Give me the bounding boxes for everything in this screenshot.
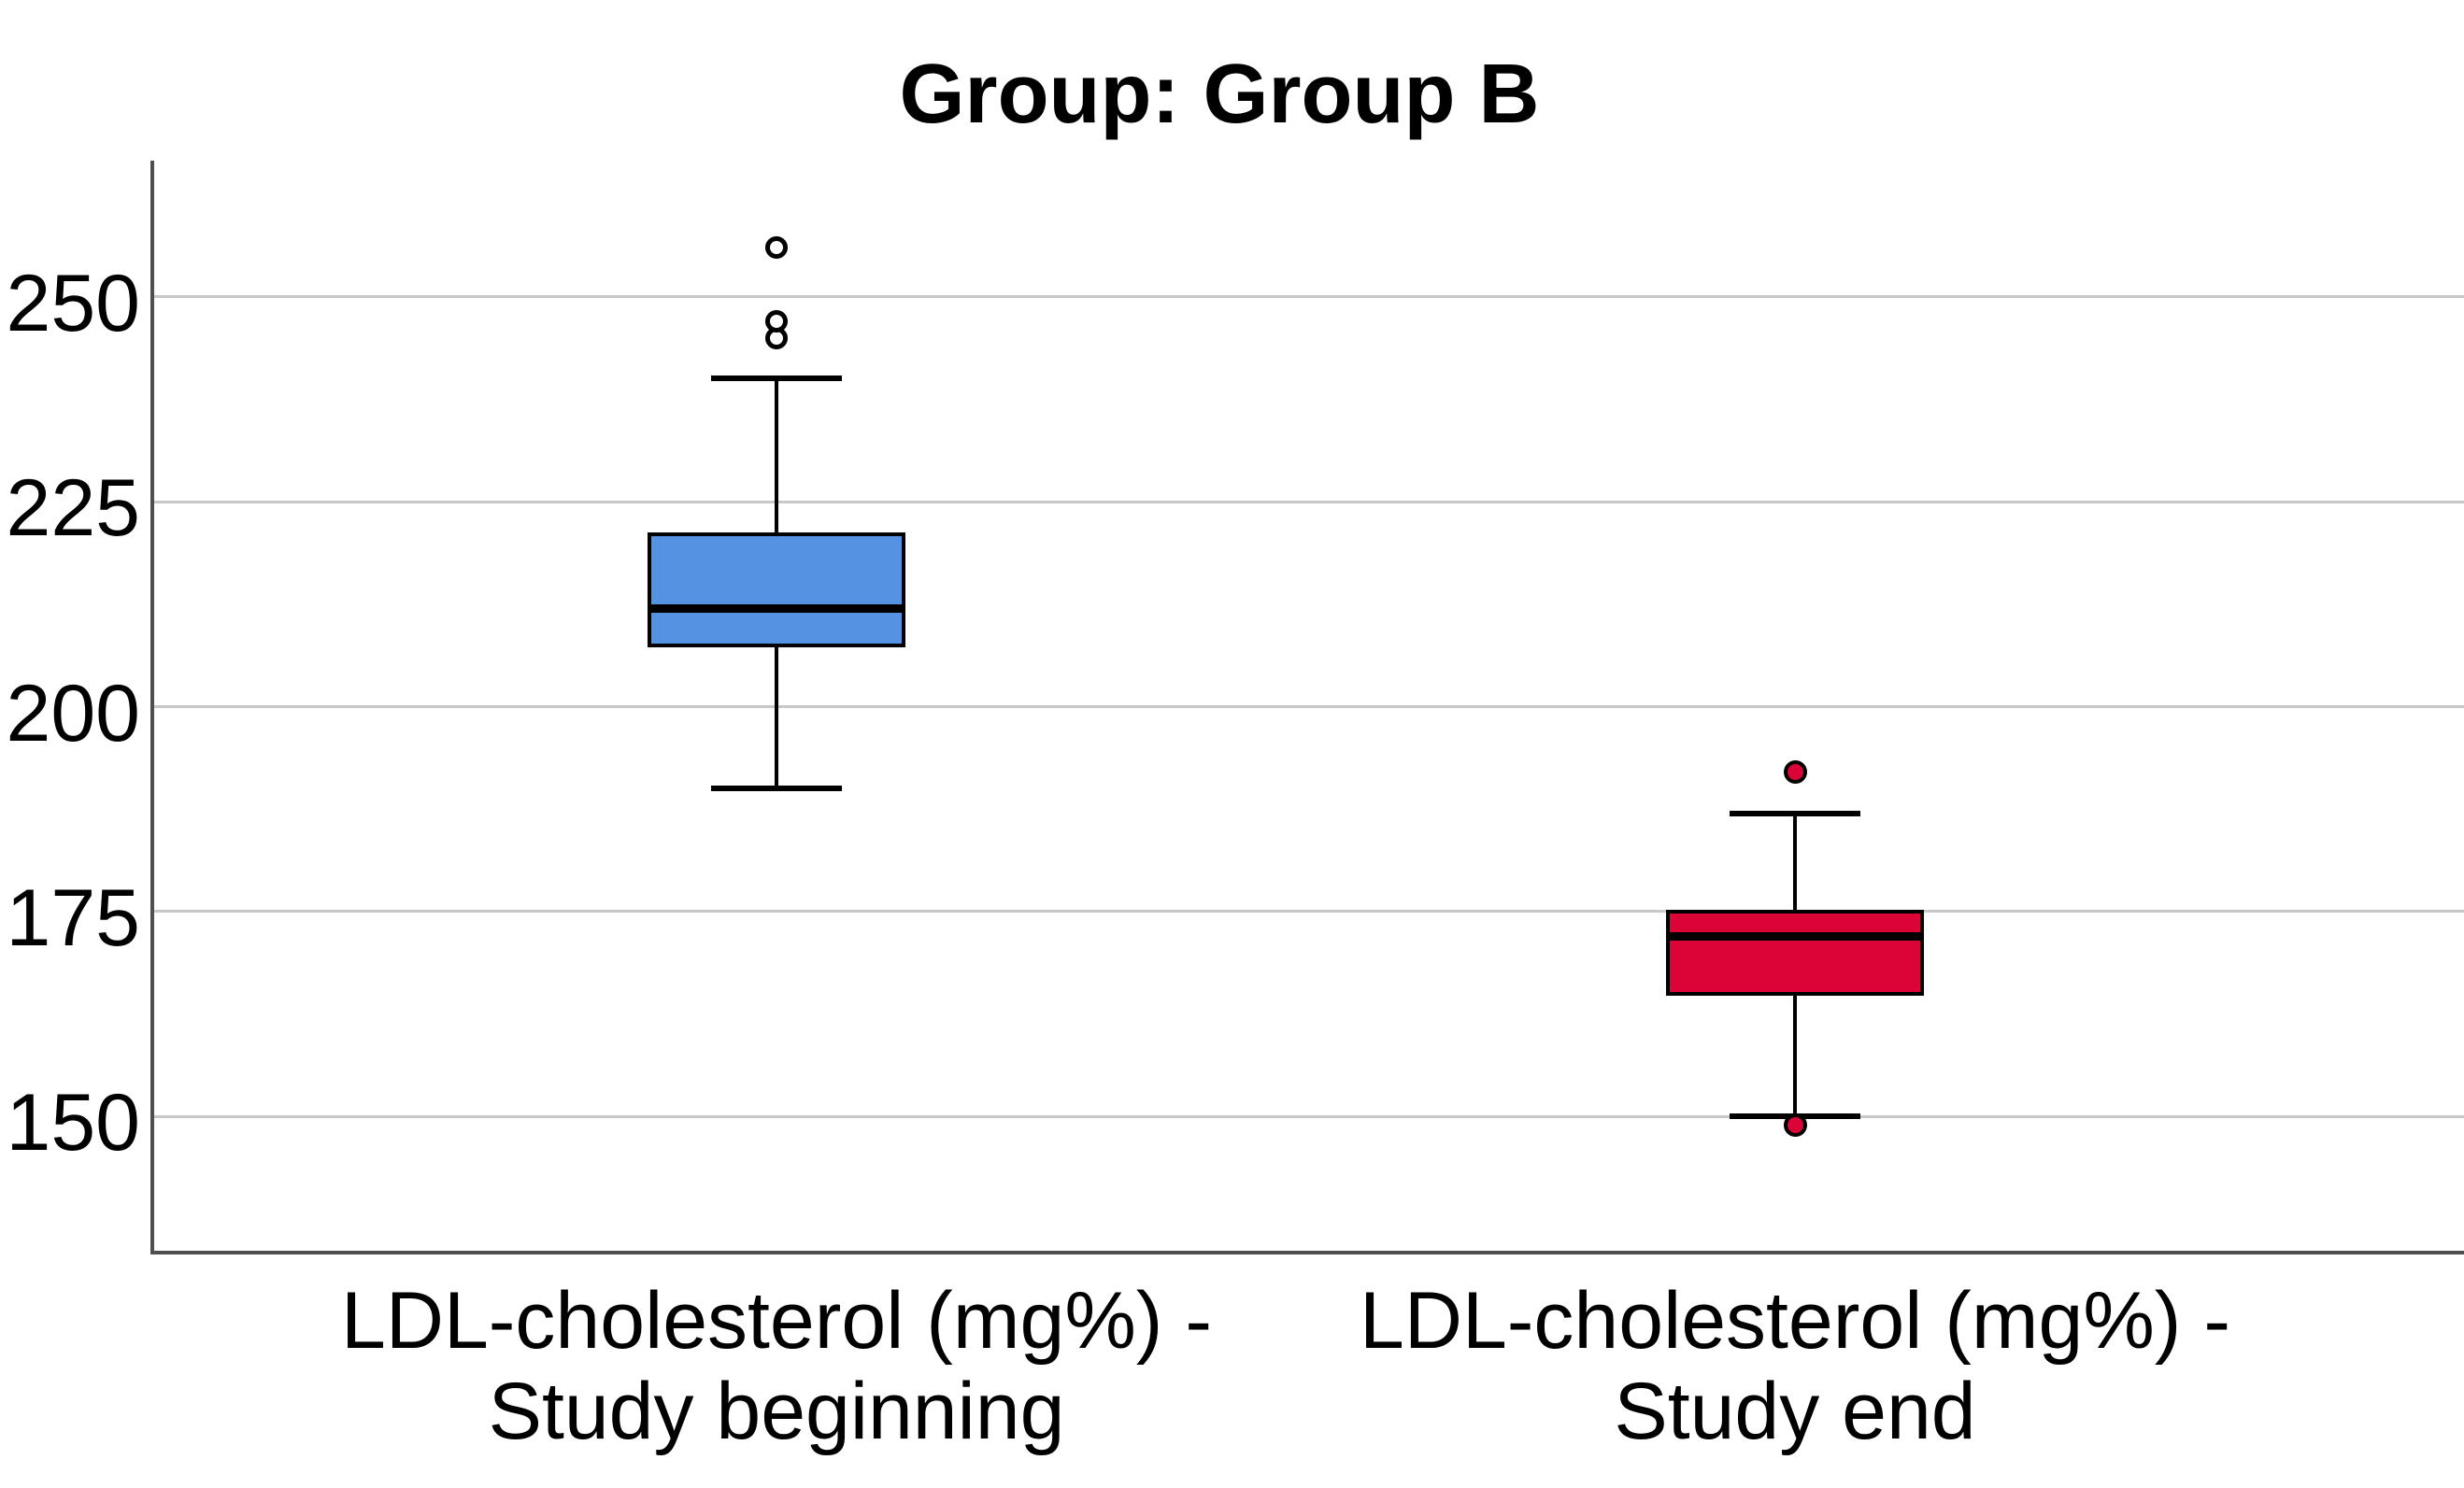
y-tick-label: 225	[6, 463, 141, 554]
median-line	[648, 603, 905, 613]
y-tick-label: 200	[6, 668, 141, 758]
upper-whisker-cap	[711, 376, 842, 382]
y-tick-label: 175	[6, 872, 141, 963]
x-axis-line	[150, 1251, 2464, 1254]
boxplot-box	[648, 532, 905, 647]
gridline	[153, 295, 2464, 299]
x-category-label: LDL-cholesterol (mg%) - Study end	[1360, 1276, 2230, 1456]
chart-title: Group: Group B	[899, 48, 1540, 141]
y-axis-line	[150, 161, 154, 1253]
boxplot-box	[1666, 909, 1924, 996]
outlier-point	[1783, 1112, 1807, 1137]
gridline	[153, 1114, 2464, 1118]
x-category-label: LDL-cholesterol (mg%) - Study beginning	[341, 1276, 1212, 1456]
y-tick-label: 150	[6, 1078, 141, 1169]
median-line	[1666, 931, 1924, 941]
outlier-point	[1783, 760, 1807, 785]
upper-whisker-cap	[1730, 810, 1860, 816]
gridline	[153, 500, 2464, 503]
outlier-point	[765, 236, 788, 260]
y-tick-label: 250	[6, 258, 141, 348]
gridline	[153, 705, 2464, 708]
lower-whisker-cap	[711, 786, 842, 792]
outlier-point	[765, 310, 788, 333]
gridline	[153, 910, 2464, 914]
